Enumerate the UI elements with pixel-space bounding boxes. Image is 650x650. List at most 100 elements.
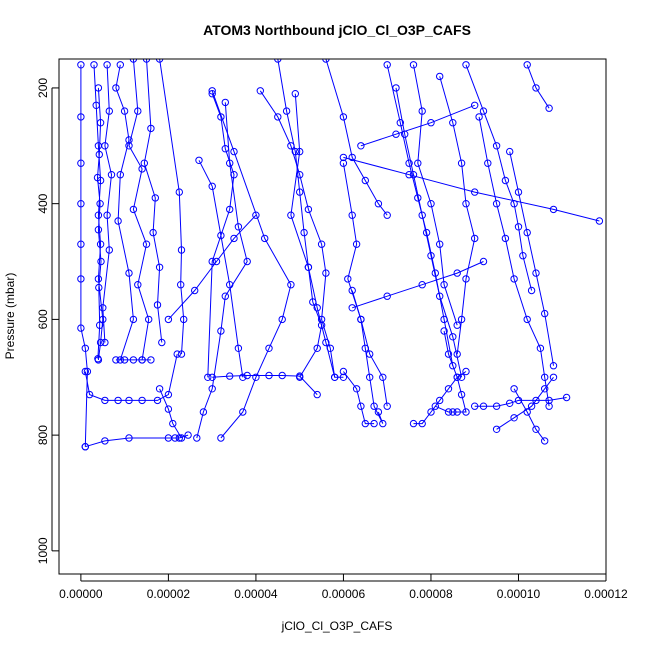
data-point: [418, 107, 426, 115]
data-point: [523, 228, 531, 237]
data-point: [462, 367, 470, 376]
y-tick-label: 200: [36, 78, 50, 98]
data-point: [114, 396, 122, 405]
data-point: [191, 286, 199, 295]
data-point: [545, 396, 553, 405]
data-point: [418, 419, 426, 428]
series-line: [211, 90, 292, 439]
data-point: [287, 211, 295, 219]
data-point: [81, 344, 90, 352]
y-tick-label: 800: [36, 425, 50, 445]
data-point: [226, 372, 234, 380]
data-point: [221, 292, 230, 300]
x-tick-label: 0.00008: [409, 587, 453, 601]
data-point: [208, 257, 216, 266]
data-point: [107, 171, 116, 179]
data-point: [357, 142, 365, 150]
series-30: [462, 61, 536, 295]
data-point: [444, 350, 453, 358]
data-point: [140, 159, 149, 167]
series-26: [409, 61, 461, 329]
data-point: [265, 344, 273, 352]
data-point: [471, 402, 479, 410]
data-point: [595, 217, 604, 225]
data-point: [514, 188, 523, 196]
data-point: [339, 367, 348, 376]
data-point: [90, 61, 98, 69]
data-point: [208, 90, 216, 98]
series-29: [409, 367, 470, 428]
data-point: [405, 171, 413, 179]
data-point: [116, 171, 125, 179]
data-point: [94, 211, 103, 219]
data-point: [296, 373, 304, 381]
data-point: [348, 153, 356, 162]
data-point: [418, 211, 426, 219]
data-point: [440, 327, 448, 335]
data-point: [105, 246, 114, 254]
data-point: [492, 200, 501, 208]
data-point: [549, 205, 558, 214]
series-line: [496, 376, 554, 430]
data-point: [234, 223, 243, 231]
data-point: [95, 150, 104, 159]
data-point: [77, 61, 85, 69]
data-point: [383, 402, 391, 410]
data-point: [313, 304, 321, 312]
series-line: [325, 59, 388, 216]
data-point: [85, 390, 94, 399]
series-line: [343, 156, 600, 222]
data-point: [392, 84, 400, 92]
data-point: [374, 408, 383, 416]
data-point: [138, 356, 146, 364]
x-tick-label: 0.00012: [584, 587, 628, 601]
series-line: [360, 104, 475, 147]
series-34: [492, 373, 558, 433]
data-point: [142, 59, 151, 63]
data-point: [112, 356, 120, 364]
data-point: [313, 344, 321, 352]
series-20: [322, 59, 391, 219]
data-point: [348, 286, 356, 295]
data-point: [252, 211, 260, 219]
data-point: [147, 356, 155, 364]
data-point: [414, 159, 422, 167]
data-point: [278, 371, 286, 380]
data-point: [274, 113, 282, 121]
data-point: [339, 373, 348, 381]
data-point: [125, 136, 133, 144]
data-point: [536, 344, 545, 352]
data-point: [462, 200, 470, 208]
series-line: [342, 163, 388, 407]
data-point: [361, 176, 369, 185]
data-point: [101, 396, 109, 405]
x-axis: 0.00000 0.00002 0.00004 0.00006 0.00008 0.000…: [59, 574, 628, 601]
data-point: [129, 356, 138, 364]
series-line: [474, 397, 567, 407]
data-point: [523, 408, 531, 416]
data-point: [322, 269, 330, 277]
data-point: [436, 72, 444, 81]
data-point: [510, 275, 518, 283]
series-line: [351, 290, 384, 424]
series-line: [168, 214, 257, 320]
series-32: [506, 147, 558, 370]
y-tick-label: 600: [36, 309, 50, 329]
data-point: [155, 263, 164, 271]
data-point: [145, 315, 153, 324]
data-point: [177, 350, 186, 358]
data-point: [462, 408, 470, 416]
series-7: [155, 59, 188, 358]
data-point: [418, 281, 426, 289]
data-point: [471, 234, 479, 243]
data-point: [147, 124, 155, 133]
data-point: [153, 396, 162, 405]
data-point: [545, 402, 553, 410]
data-point: [541, 373, 549, 381]
series-line: [93, 64, 104, 360]
data-point: [436, 396, 444, 405]
data-point: [409, 61, 418, 69]
series-22: [348, 286, 387, 428]
data-point: [471, 188, 479, 196]
data-point: [230, 147, 238, 156]
